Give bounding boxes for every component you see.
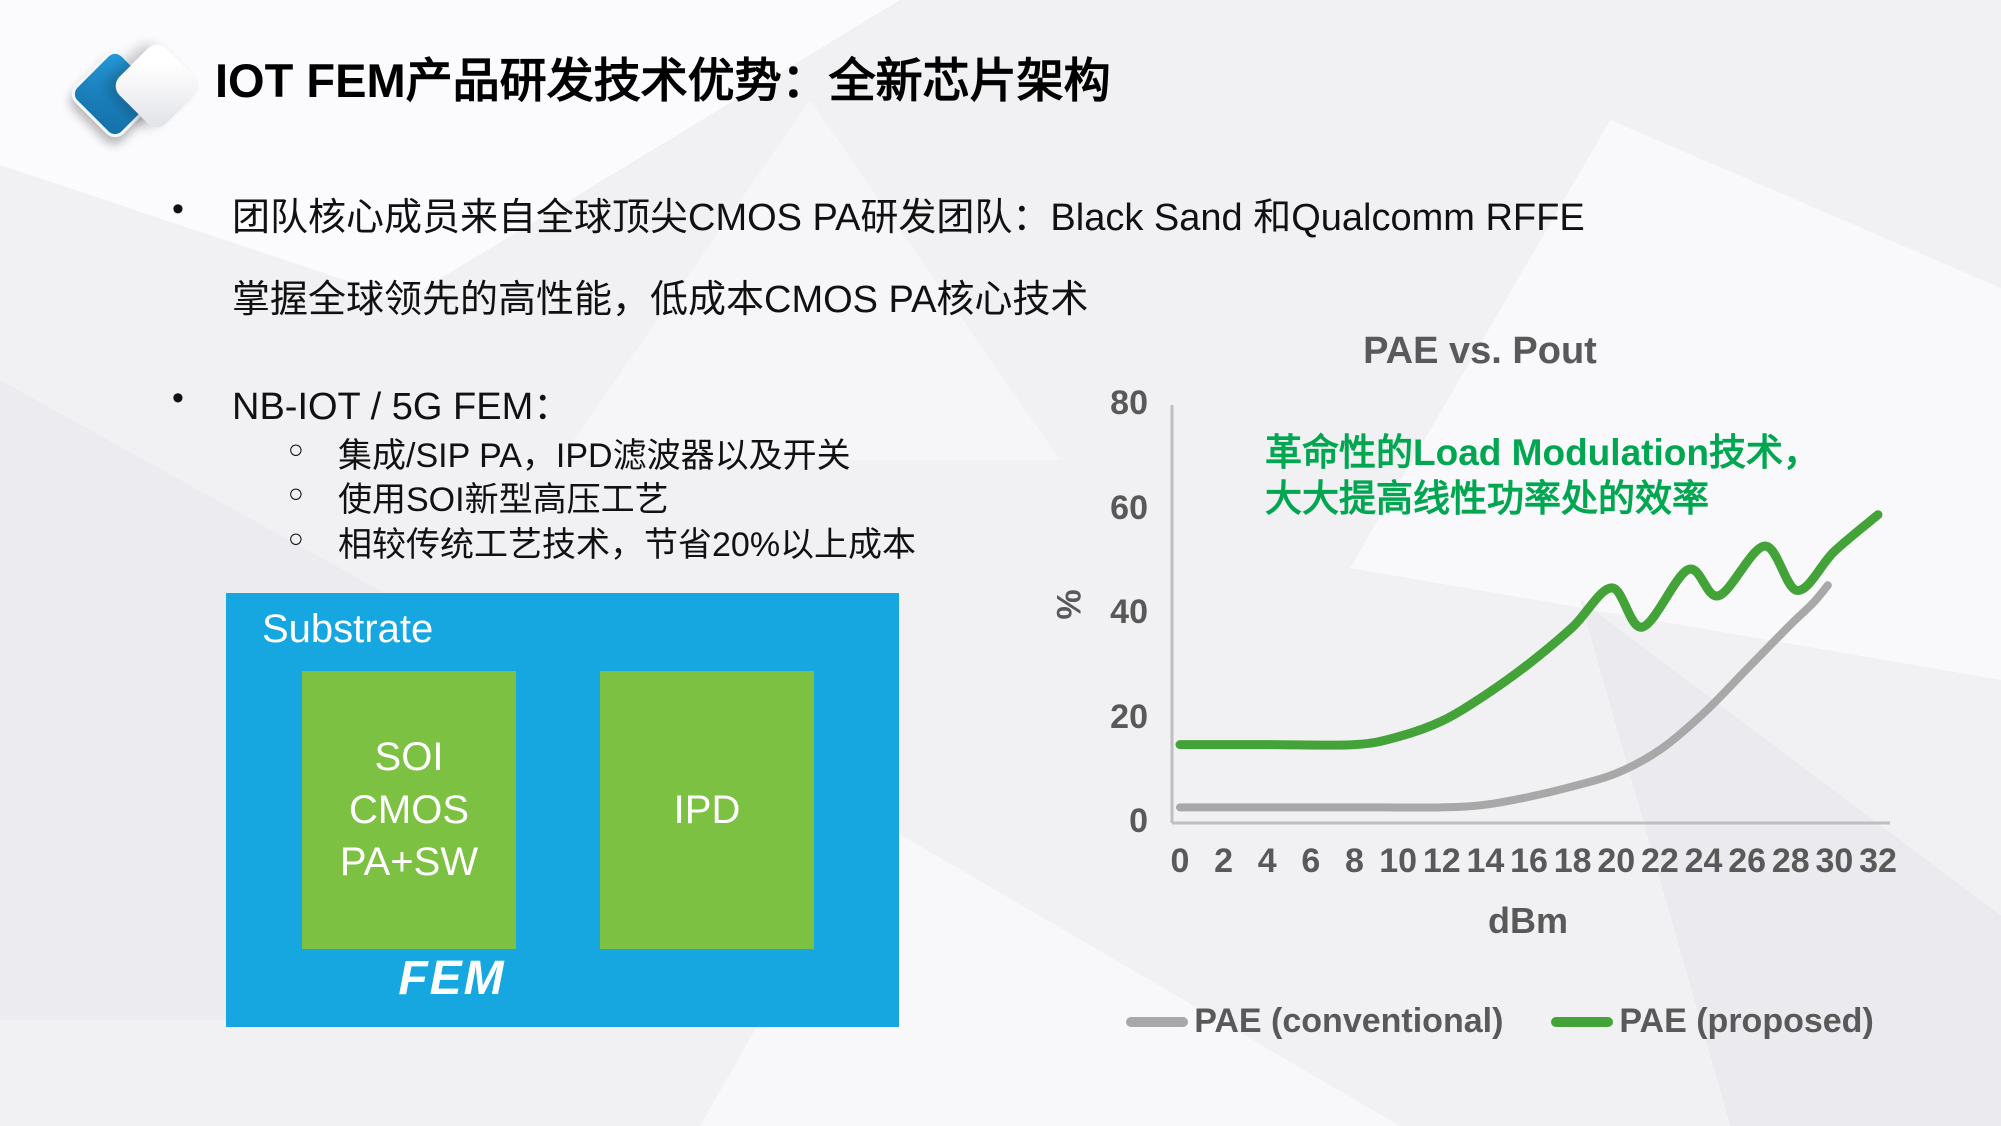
y-tick-label: 80 [1110, 384, 1148, 422]
chip-soi-line3: PA+SW [339, 840, 479, 885]
sub-bullet-marker: ○ [288, 434, 304, 464]
x-tick-label: 28 [1771, 842, 1810, 880]
x-tick-label: 26 [1728, 842, 1767, 880]
legend-item-proposed: PAE (proposed) [1551, 1002, 1874, 1041]
x-tick-label: 4 [1257, 842, 1277, 880]
sub-bullet-2: 使用SOI新型高压工艺 [338, 481, 669, 519]
x-tick-label: 8 [1345, 842, 1364, 880]
x-tick-label: 32 [1859, 842, 1897, 880]
x-tick-label: 20 [1597, 842, 1636, 880]
y-tick-label: 40 [1110, 593, 1148, 631]
x-tick-label: 18 [1553, 842, 1592, 880]
x-tick-label: 6 [1301, 842, 1321, 880]
legend-label-conventional: PAE (conventional) [1194, 1002, 1504, 1040]
sub-bullet-1: 集成/SIP PA，IPD滤波器以及开关 [338, 437, 851, 475]
bullet-marker: • [172, 190, 184, 228]
x-tick-label: 30 [1815, 842, 1854, 880]
x-tick-label: 24 [1684, 842, 1723, 880]
x-tick-label: 2 [1214, 842, 1234, 880]
y-axis-label: % [1050, 589, 1089, 620]
legend-swatch-conventional [1126, 1016, 1189, 1027]
x-tick-label: 16 [1510, 842, 1548, 880]
chip-ipd-label: IPD [673, 787, 741, 832]
chart-annotation-line2: 大大提高线性功率处的效率 [1265, 478, 1709, 519]
x-axis-label: dBm [1488, 900, 1568, 941]
y-tick-label: 20 [1110, 697, 1148, 736]
chart-annotation-line1: 革命性的Load Modulation技术， [1265, 432, 1820, 473]
fem-label: FEM [398, 952, 506, 1005]
chip-soi-cmos-pa-sw: SOI CMOS PA+SW [302, 671, 516, 949]
legend-label-proposed: PAE (proposed) [1619, 1002, 1874, 1040]
y-tick-label: 0 [1129, 802, 1148, 840]
chip-soi-line2: CMOS [349, 787, 469, 832]
chart-legend: PAE (conventional) PAE (proposed) [1080, 1002, 1920, 1041]
x-tick-label: 10 [1379, 842, 1418, 880]
sub-bullet-marker: ○ [288, 523, 304, 553]
x-tick-label: 12 [1422, 842, 1461, 880]
bullet1-line1: 团队核心成员来自全球顶尖CMOS PA研发团队：Black Sand 和Qual… [232, 197, 1585, 239]
series-conventional [1176, 581, 1832, 812]
legend-item-conventional: PAE (conventional) [1126, 1002, 1503, 1041]
bullet-marker: • [172, 379, 184, 417]
page-title: IOT FEM产品研发技术优势：全新芯片架构 [215, 54, 1111, 107]
bullet1-line2: 掌握全球领先的高性能，低成本CMOS PA核心技术 [232, 279, 1089, 321]
x-tick-label: 22 [1640, 842, 1679, 880]
chip-ipd: IPD [600, 671, 814, 949]
sub-bullet-3: 相较传统工艺技术，节省20%以上成本 [338, 526, 917, 564]
y-tick-label: 60 [1110, 488, 1148, 527]
x-tick-label: 14 [1466, 842, 1505, 880]
chart-title: PAE vs. Pout [1363, 330, 1597, 372]
legend-swatch-proposed [1551, 1016, 1614, 1027]
series-proposed [1175, 510, 1883, 750]
substrate-label: Substrate [262, 607, 434, 651]
bullet2-label: NB-IOT / 5G FEM： [232, 386, 572, 428]
substrate-diagram: Substrate SOI CMOS PA+SW IPD FEM [226, 593, 899, 1027]
pae-vs-pout-chart [1170, 405, 1890, 825]
sub-bullet-marker: ○ [288, 478, 304, 508]
x-tick-label: 0 [1170, 842, 1190, 880]
chip-soi-line1: SOI [374, 734, 444, 779]
